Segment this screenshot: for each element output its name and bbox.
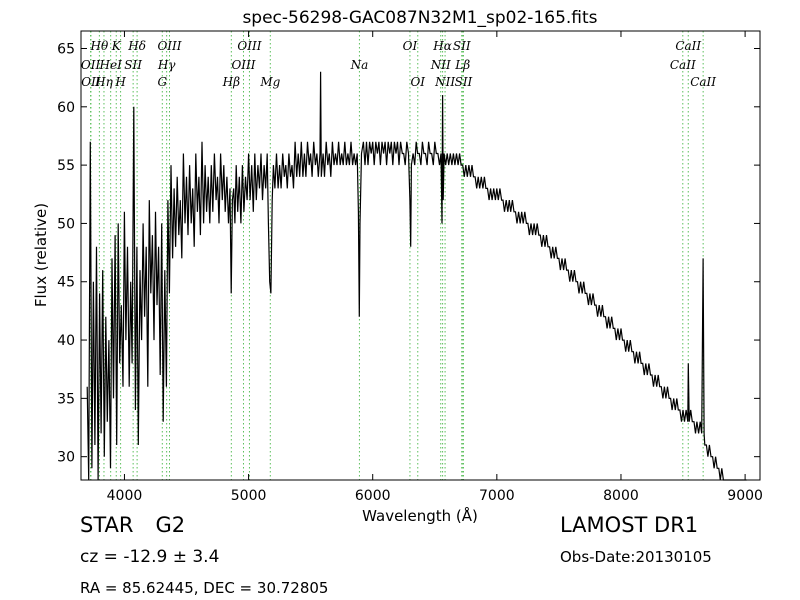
object-class: STAR G2 [80, 513, 185, 537]
marker-label-11: G [158, 75, 168, 89]
marker-label-14: Hβ [222, 75, 240, 89]
marker-label-18: OI [410, 75, 425, 89]
marker-label-23: NII [434, 75, 455, 89]
marker-label-21: NII [430, 58, 451, 72]
spectrum-line [86, 71, 747, 481]
marker-label-12: OIII [237, 39, 261, 53]
marker-label-8: Hδ [127, 39, 146, 53]
marker-label-19: Hα [432, 39, 452, 53]
redshift-cz: cz = -12.9 ± 3.4 [80, 547, 220, 567]
x-tick-label-3: 7000 [479, 488, 515, 504]
observation-date: Obs-Date:20130105 [560, 548, 712, 566]
marker-label-16: Na [350, 58, 369, 72]
y-tick-label-2: 40 [57, 333, 75, 349]
marker-label-7: H [114, 75, 126, 89]
marker-label-15: Mg [259, 75, 280, 89]
marker-label-6: SII [124, 58, 142, 72]
x-axis-ticks: 4000 5000 6000 7000 8000 9000 [107, 31, 763, 504]
axes-frame [80, 30, 761, 481]
marker-label-2: Hθ [90, 39, 109, 53]
marker-label-13: OIII [231, 58, 255, 72]
marker-label-1: OII [81, 75, 101, 89]
x-tick-label-2: 6000 [355, 488, 391, 504]
x-tick-label-5: 9000 [727, 488, 763, 504]
x-axis-label: Wavelength (Å) [362, 506, 478, 525]
ra-dec-coordinates: RA = 85.62445, DEC = 30.72805 [80, 579, 329, 597]
y-tick-label-1: 35 [57, 391, 75, 407]
y-axis-label: Flux (relative) [32, 203, 50, 307]
y-tick-label-5: 55 [57, 158, 75, 174]
marker-label-3: Hη [94, 75, 113, 89]
marker-label-20: SII [453, 39, 471, 53]
y-tick-label-0: 30 [57, 450, 75, 466]
survey-name: LAMOST DR1 [560, 513, 699, 537]
y-axis-ticks: 30 35 40 45 50 55 60 65 [57, 41, 760, 466]
y-tick-label-6: 60 [57, 100, 75, 116]
marker-label-25: CaII [675, 39, 701, 53]
marker-label-5: K [111, 39, 122, 53]
object-subclass: G2 [155, 513, 186, 537]
marker-label-0: OII [81, 58, 101, 72]
x-tick-label-1: 5000 [231, 488, 267, 504]
chart-title: spec-56298-GAC087N32M1_sp02-165.fits [242, 8, 597, 28]
x-tick-label-4: 8000 [603, 488, 639, 504]
object-class-type: STAR [80, 513, 134, 537]
marker-label-22: Lβ [454, 58, 470, 72]
x-tick-label-0: 4000 [107, 488, 143, 504]
emission-line-markers [90, 31, 704, 480]
marker-label-4: HeI [99, 58, 123, 72]
marker-label-24: SII [455, 75, 473, 89]
y-tick-label-4: 50 [57, 216, 75, 232]
marker-label-27: CaII [690, 75, 716, 89]
y-tick-label-3: 45 [57, 275, 75, 291]
marker-label-10: Hγ [157, 58, 176, 72]
y-tick-label-7: 65 [57, 41, 75, 57]
marker-label-26: CaII [670, 58, 696, 72]
marker-label-17: OI [403, 39, 418, 53]
marker-label-9: OIII [157, 39, 181, 53]
